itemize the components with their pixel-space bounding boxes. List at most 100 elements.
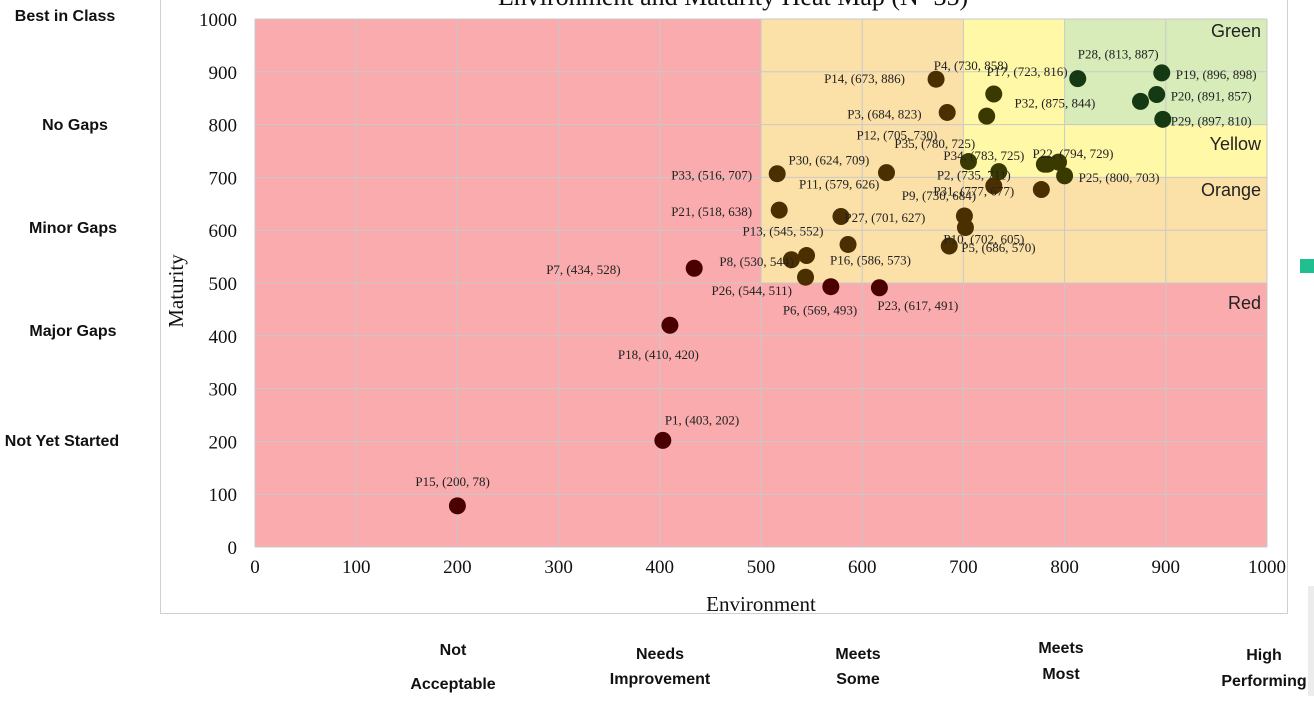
heat-map-chart: Green Yellow Orange Red Environment and Matu…	[160, 0, 1288, 615]
data-point	[1056, 167, 1074, 185]
data-label: P3, (684, 823)	[847, 106, 921, 121]
data-label: P13, (545, 552)	[743, 224, 824, 239]
y-tick-label: 500	[209, 274, 238, 295]
data-point	[870, 279, 888, 297]
data-label: P4, (730, 858)	[934, 58, 1008, 73]
chart-canvas: Green Yellow Orange Red Environment and Matu…	[164, 0, 1286, 615]
data-point	[1032, 181, 1050, 199]
legend-swatch	[1300, 259, 1314, 273]
data-point	[938, 103, 956, 121]
data-point	[1069, 70, 1087, 88]
data-point	[770, 201, 788, 219]
x-tick-label: 700	[949, 557, 978, 578]
x-level-line: High	[1246, 647, 1282, 664]
data-label: P10, (702, 605)	[943, 232, 1024, 247]
x-level-meets-some: Meets Some	[835, 640, 880, 690]
data-point	[1132, 92, 1149, 110]
x-tick-label: 400	[646, 557, 675, 578]
y-tick-label: 400	[209, 327, 238, 348]
y-axis-label: Maturity	[164, 254, 188, 328]
y-tick-label: 900	[209, 63, 238, 84]
data-label: P23, (617, 491)	[877, 298, 958, 313]
x-tick-label: 1000	[1248, 557, 1286, 578]
data-label: P29, (897, 810)	[1171, 113, 1252, 128]
data-label: P11, (579, 626)	[799, 176, 879, 191]
y-tick-label: 1000	[199, 10, 237, 31]
zone-label-orange: Orange	[1201, 180, 1261, 200]
data-point	[654, 431, 672, 449]
x-level-line: Meets	[1038, 640, 1084, 657]
data-point	[1035, 155, 1053, 173]
data-point	[978, 107, 996, 125]
y-tick-label: 600	[209, 221, 238, 242]
data-label: P28, (813, 887)	[1078, 47, 1159, 62]
data-point	[1153, 64, 1171, 82]
y-level-major-gaps: Major Gaps	[29, 323, 117, 340]
zone-label-yellow: Yellow	[1210, 134, 1262, 154]
data-label: P6, (569, 493)	[783, 303, 857, 318]
y-level-minor-gaps: Minor Gaps	[28, 220, 118, 237]
zone-label-red: Red	[1228, 293, 1261, 313]
data-label: P18, (410, 420)	[618, 347, 699, 362]
zone-label-green: Green	[1211, 21, 1261, 41]
x-level-line: Performing	[1221, 673, 1307, 690]
x-tick-label: 500	[747, 557, 776, 578]
x-tick-label: 600	[848, 557, 877, 578]
data-label: P34, (783, 725)	[943, 148, 1024, 163]
x-level-line: Needs	[635, 646, 685, 663]
x-level-line: Meets	[835, 646, 881, 663]
chart-title: Environment and Maturity Heat Map (N=35)	[498, 0, 968, 11]
data-label: P17, (723, 816)	[987, 64, 1068, 79]
data-point	[1148, 86, 1166, 104]
y-tick-label: 200	[209, 432, 238, 453]
data-point	[959, 153, 977, 171]
y-level-best-in-class: Best in Class	[14, 8, 116, 25]
x-tick-label: 300	[544, 557, 573, 578]
side-panel-edge	[1308, 586, 1314, 696]
data-point	[940, 237, 958, 255]
y-tick-label: 300	[209, 380, 238, 401]
data-labels: P1, (403, 202) P2, (735, 711) P3, (684, 82…	[415, 47, 1256, 489]
data-label: P7, (434, 528)	[546, 262, 620, 277]
x-level-needs-improvement: Needs Improvement	[610, 640, 710, 690]
x-tick-label: 900	[1152, 557, 1181, 578]
data-point	[832, 207, 850, 225]
data-label: P15, (200, 78)	[415, 474, 489, 489]
data-label: P9, (730, 684)	[902, 188, 976, 203]
y-tick-label: 0	[228, 538, 238, 559]
x-level-line: Most	[1042, 666, 1080, 683]
data-points	[448, 64, 1172, 515]
data-point	[782, 251, 800, 269]
x-level-not-acceptable: Not Acceptable	[410, 634, 495, 702]
data-label: P35, (780, 725)	[894, 136, 975, 151]
data-point	[985, 85, 1003, 103]
data-label: P5, (686, 570)	[961, 240, 1035, 255]
data-label: P33, (516, 707)	[671, 168, 752, 183]
data-point	[927, 70, 945, 88]
data-label: P1, (403, 202)	[665, 412, 739, 427]
data-label: P16, (586, 573)	[830, 252, 911, 267]
data-point	[797, 268, 815, 286]
data-label: P27, (701, 627)	[844, 210, 925, 225]
data-label: P20, (891, 857)	[1171, 89, 1252, 104]
data-label: P26, (544, 511)	[712, 283, 792, 298]
data-label: P12, (705, 730)	[856, 128, 937, 143]
x-level-high-performing: High Performing	[1221, 640, 1306, 692]
x-tick-label: 100	[342, 557, 371, 578]
x-level-line: Improvement	[609, 671, 711, 688]
data-label: P32, (875, 844)	[1015, 95, 1096, 110]
data-point	[839, 235, 857, 253]
y-tick-label: 800	[209, 116, 238, 137]
grid-lines	[254, 18, 1268, 548]
data-point	[661, 316, 679, 334]
y-level-no-gaps: No Gaps	[42, 117, 108, 134]
y-level-not-yet-started: Not Yet Started	[4, 433, 120, 450]
data-label: P25, (800, 703)	[1079, 170, 1160, 185]
x-level-meets-most: Meets Most	[1038, 634, 1083, 686]
data-point	[685, 259, 703, 277]
x-tick-label: 0	[250, 557, 260, 578]
x-axis-label: Environment	[706, 592, 816, 615]
data-label: P8, (530, 544)	[719, 254, 793, 269]
x-level-line: Not	[439, 642, 467, 659]
data-point	[877, 164, 895, 182]
